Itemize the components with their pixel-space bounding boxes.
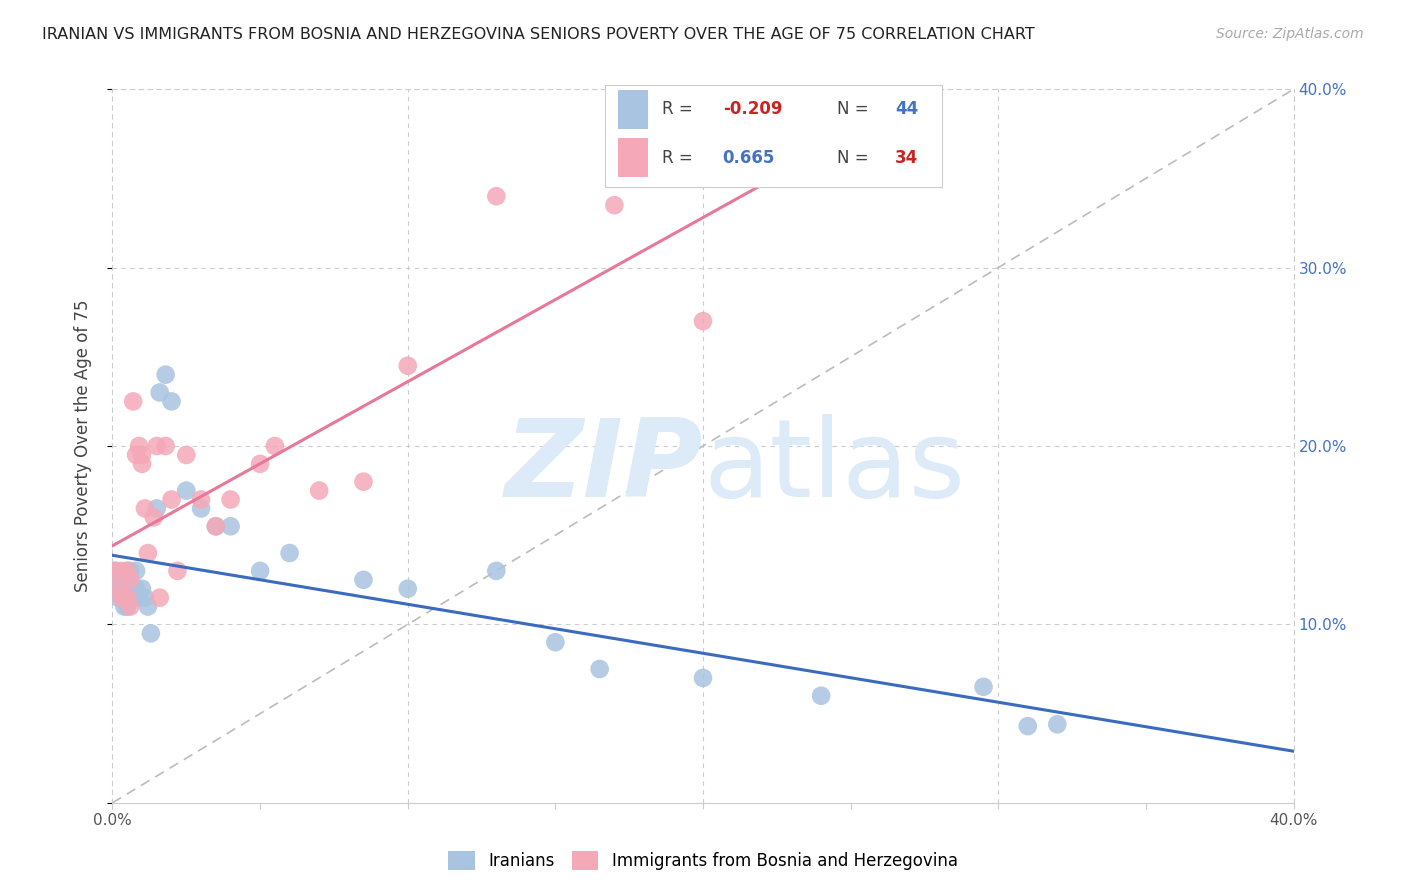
Point (125, 564, 148, 578)
Point (125, 448, 148, 462)
Point (155, 368, 177, 382)
Point (219, 519, 242, 533)
Point (249, 457, 271, 471)
Point (104, 564, 127, 578)
Point (112, 591, 135, 605)
Point (149, 385, 172, 400)
Point (110, 564, 132, 578)
Point (107, 582, 129, 596)
Point (112, 599, 135, 614)
Point (1046, 717, 1069, 731)
Point (104, 564, 127, 578)
Point (134, 501, 156, 516)
Point (146, 501, 169, 516)
Point (110, 582, 132, 596)
Point (308, 483, 330, 498)
Text: 34: 34 (894, 149, 918, 167)
Point (396, 582, 419, 596)
Text: 44: 44 (894, 101, 918, 119)
Point (117, 564, 138, 578)
Point (131, 582, 153, 596)
Point (1017, 719, 1039, 733)
Point (166, 564, 188, 578)
Point (122, 582, 145, 596)
Point (352, 475, 374, 489)
Point (128, 439, 150, 453)
Point (142, 510, 165, 524)
Point (120, 582, 142, 596)
Bar (619, 138, 648, 177)
Point (120, 564, 142, 578)
Point (107, 591, 129, 605)
Point (485, 189, 508, 203)
Point (120, 591, 142, 605)
Point (588, 662, 610, 676)
Point (603, 198, 626, 212)
Point (131, 448, 153, 462)
Point (810, 689, 832, 703)
Point (973, 680, 995, 694)
Point (692, 671, 714, 685)
Point (692, 314, 714, 328)
Point (120, 573, 142, 587)
Point (117, 591, 138, 605)
Point (107, 582, 129, 596)
Point (485, 564, 508, 578)
Text: IRANIAN VS IMMIGRANTS FROM BOSNIA AND HERZEGOVINA SENIORS POVERTY OVER THE AGE O: IRANIAN VS IMMIGRANTS FROM BOSNIA AND HE… (42, 27, 1035, 42)
Text: R =: R = (662, 149, 703, 167)
Y-axis label: Seniors Poverty Over the Age of 75: Seniors Poverty Over the Age of 75 (73, 300, 91, 592)
Text: N =: N = (838, 101, 875, 119)
Point (160, 492, 183, 507)
Point (249, 564, 271, 578)
Text: ZIP: ZIP (505, 415, 703, 520)
Point (205, 519, 228, 533)
Point (117, 599, 138, 614)
Point (174, 448, 197, 462)
Legend: Iranians, Immigrants from Bosnia and Herzegovina: Iranians, Immigrants from Bosnia and Her… (441, 844, 965, 877)
Point (139, 626, 162, 640)
Text: N =: N = (838, 149, 875, 167)
Point (190, 492, 212, 507)
Point (117, 591, 138, 605)
Point (160, 394, 183, 409)
Point (136, 599, 159, 614)
Point (278, 546, 301, 560)
Text: R =: R = (662, 101, 697, 119)
Point (117, 564, 138, 578)
Point (134, 591, 156, 605)
Point (155, 439, 177, 453)
Text: Source: ZipAtlas.com: Source: ZipAtlas.com (1216, 27, 1364, 41)
Text: atlas: atlas (703, 415, 965, 520)
Point (117, 582, 138, 596)
Point (120, 599, 142, 614)
Point (112, 591, 135, 605)
Point (149, 591, 172, 605)
Point (264, 439, 287, 453)
Text: -0.209: -0.209 (723, 101, 782, 119)
Point (128, 591, 150, 605)
Bar (619, 90, 648, 128)
Point (110, 591, 132, 605)
Point (122, 394, 145, 409)
Point (122, 591, 145, 605)
Text: 0.665: 0.665 (723, 149, 775, 167)
Point (352, 573, 374, 587)
Point (131, 457, 153, 471)
Point (190, 501, 212, 516)
Point (219, 492, 242, 507)
Point (110, 591, 132, 605)
Point (205, 519, 228, 533)
Point (544, 635, 567, 649)
Point (174, 483, 197, 498)
Point (110, 573, 132, 587)
Point (125, 582, 148, 596)
Point (136, 546, 159, 560)
Point (396, 359, 419, 373)
Point (146, 439, 169, 453)
